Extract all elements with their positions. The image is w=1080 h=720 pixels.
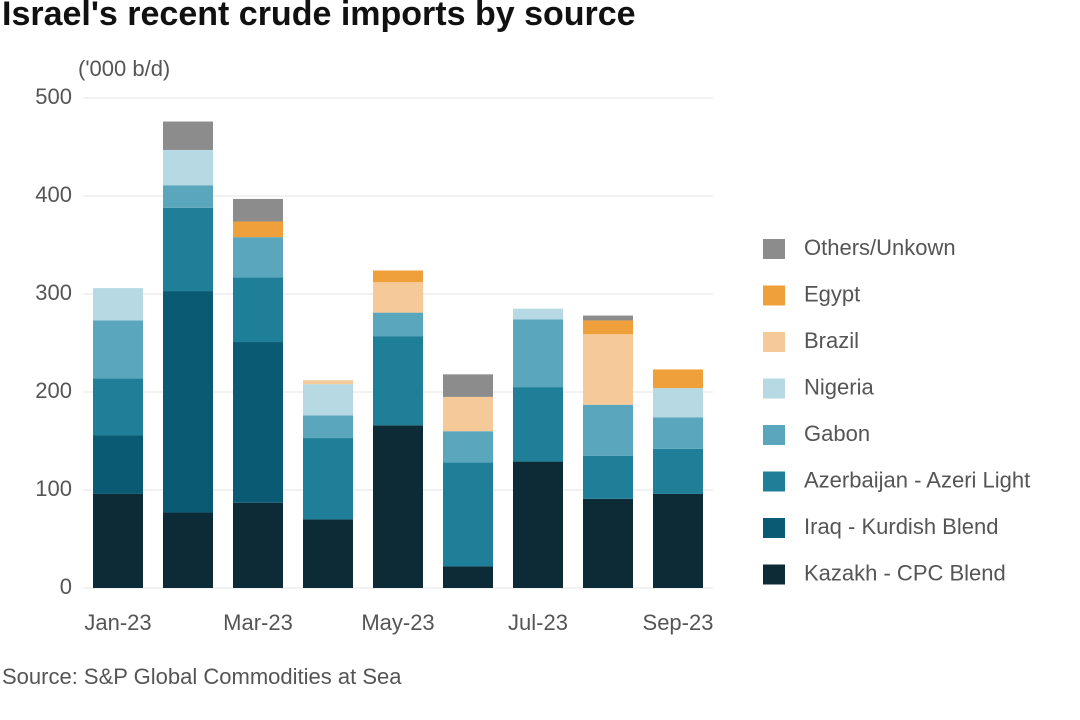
bar-segment — [233, 198, 283, 222]
bar-segment — [373, 312, 423, 337]
bar-segment — [583, 334, 633, 405]
y-axis-label: ('000 b/d) — [78, 56, 170, 81]
legend-label: Gabon — [804, 421, 870, 446]
x-tick-label: Jul-23 — [508, 610, 568, 635]
legend-label: Azerbaijan - Azeri Light — [804, 467, 1030, 492]
bar-segment — [93, 320, 143, 379]
bar-segment — [373, 270, 423, 283]
legend-label: Nigeria — [804, 374, 874, 399]
bar-segment — [93, 493, 143, 588]
bar-segment — [583, 320, 633, 335]
legend-swatch — [763, 239, 785, 259]
legend-label: Brazil — [804, 328, 859, 353]
bar-segment — [653, 493, 703, 588]
bar-segment — [163, 207, 213, 292]
bar-segment — [163, 185, 213, 208]
legend-swatch — [763, 378, 785, 399]
bar-segment — [373, 336, 423, 426]
legend-label: Kazakh - CPC Blend — [804, 560, 1006, 585]
bar-segment — [373, 282, 423, 313]
x-tick-label: Sep-23 — [643, 610, 714, 635]
bar-segment — [583, 455, 633, 499]
bar-segment — [443, 431, 493, 463]
y-tick-label: 100 — [35, 476, 72, 501]
bar-segment — [653, 417, 703, 449]
legend-label: Egypt — [804, 281, 860, 306]
bar-segment — [233, 502, 283, 588]
bar-segment — [233, 277, 283, 343]
bar-segment — [513, 461, 563, 588]
bar-segment — [583, 404, 633, 456]
bar-segment — [653, 388, 703, 418]
bar-segment — [303, 519, 353, 588]
y-tick-label: 500 — [35, 84, 72, 109]
x-tick-label: Mar-23 — [223, 610, 293, 635]
bar-segment — [443, 374, 493, 397]
bar-segment — [233, 221, 283, 238]
bar-segment — [303, 384, 353, 416]
y-tick-label: 300 — [35, 280, 72, 305]
bar-segment — [443, 462, 493, 567]
bar-segment — [93, 288, 143, 321]
bar-segment — [93, 378, 143, 436]
bar-segment — [443, 396, 493, 432]
y-tick-label: 200 — [35, 378, 72, 403]
bar-segment — [163, 291, 213, 513]
bar-segment — [513, 387, 563, 462]
bar-segment — [303, 380, 353, 385]
y-tick-label: 0 — [60, 574, 72, 599]
bar-segment — [303, 415, 353, 439]
bar-segment — [513, 308, 563, 320]
legend-label: Iraq - Kurdish Blend — [804, 514, 998, 539]
bar-segment — [163, 512, 213, 588]
chart-title: Israel's recent crude imports by source — [2, 0, 636, 33]
bar-segment — [583, 498, 633, 588]
x-tick-label: May-23 — [361, 610, 434, 635]
x-tick-label: Jan-23 — [84, 610, 151, 635]
bar-segment — [513, 319, 563, 388]
bar-segment — [443, 566, 493, 588]
bar-segment — [93, 435, 143, 494]
source-note: Source: S&P Global Commodities at Sea — [2, 664, 402, 689]
legend-swatch — [763, 518, 785, 538]
bar-segment — [653, 369, 703, 389]
y-tick-label: 400 — [35, 182, 72, 207]
legend-swatch — [763, 285, 785, 306]
legend-swatch — [763, 332, 785, 352]
bar-segment — [233, 342, 283, 503]
legend-swatch — [763, 471, 785, 492]
bar-segment — [653, 448, 703, 494]
bar-segment — [303, 438, 353, 520]
bar-segment — [233, 237, 283, 278]
bar-segment — [373, 425, 423, 588]
legend-label: Others/Unkown — [804, 235, 956, 260]
bar-segment — [163, 121, 213, 150]
legend-swatch — [763, 564, 785, 585]
bar-segment — [583, 315, 633, 321]
legend-swatch — [763, 425, 785, 445]
bar-segment — [163, 149, 213, 186]
